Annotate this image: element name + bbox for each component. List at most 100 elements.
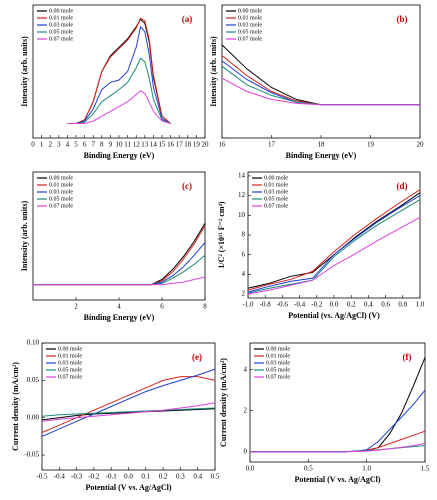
legend-label: 0.00 mole bbox=[49, 8, 73, 14]
legend-label: 0.05 mole bbox=[49, 196, 73, 202]
x-tick-label: 1.0 bbox=[416, 301, 425, 309]
x-tick-label: 10 bbox=[116, 141, 124, 149]
panel-label: (d) bbox=[397, 181, 408, 191]
y-tick-label: -0.05 bbox=[24, 451, 39, 459]
x-tick-label: 0.5 bbox=[304, 465, 313, 473]
y-tick-label: 10 bbox=[238, 211, 246, 219]
x-tick-label: 7 bbox=[91, 141, 95, 149]
x-tick-label: 19 bbox=[367, 141, 375, 149]
y-axis-label: Current density (mA/cm²) bbox=[11, 362, 20, 451]
y-tick-label: 6 bbox=[242, 250, 246, 258]
legend-label: 0.00 mole bbox=[264, 175, 288, 181]
y-axis-label: 1/C² (×10¹¹ F⁻² cm⁴) bbox=[217, 201, 226, 269]
legend-label: 0.03 mole bbox=[49, 189, 73, 195]
line-series bbox=[250, 389, 426, 453]
y-axis-label: Intensity (arb. units) bbox=[20, 200, 29, 271]
x-tick-label: 1.0 bbox=[362, 465, 371, 473]
legend-label: 0.00 mole bbox=[266, 346, 290, 352]
panel-label: (b) bbox=[397, 14, 408, 24]
y-tick-label: 8 bbox=[242, 231, 246, 239]
legend-label: 0.01 mole bbox=[49, 182, 73, 188]
x-tick-label: 3 bbox=[57, 141, 61, 149]
x-tick-label: 16 bbox=[219, 141, 227, 149]
line-series bbox=[67, 18, 171, 124]
panel-label: (a) bbox=[182, 14, 193, 24]
line-series bbox=[41, 407, 216, 417]
x-tick-label: 0.0 bbox=[330, 301, 339, 309]
y-tick-label: 0 bbox=[244, 447, 248, 455]
x-tick-label: 18 bbox=[184, 141, 192, 149]
x-tick-label: 20 bbox=[417, 141, 425, 149]
line-series bbox=[67, 57, 171, 124]
x-axis-label: Binding Energy (eV) bbox=[84, 151, 155, 160]
y-tick-label: 4 bbox=[244, 365, 248, 373]
legend-label: 0.07 mole bbox=[49, 203, 73, 209]
line-series bbox=[250, 445, 426, 453]
x-tick-label: 0.3 bbox=[176, 473, 185, 481]
y-axis-label: Current density (mA/cm²) bbox=[219, 358, 228, 447]
x-tick-label: 2 bbox=[48, 141, 52, 149]
legend-label: 0.00 mole bbox=[238, 8, 262, 14]
x-tick-label: -0.2 bbox=[311, 301, 323, 309]
line-series bbox=[67, 25, 171, 124]
line-series bbox=[41, 376, 216, 434]
line-series bbox=[221, 55, 420, 106]
x-tick-label: 0.5 bbox=[211, 473, 220, 481]
x-tick-label: 4 bbox=[117, 303, 121, 311]
x-tick-label: 18 bbox=[318, 141, 326, 149]
x-tick-label: 0.8 bbox=[398, 301, 407, 309]
x-tick-label: -0.4 bbox=[54, 473, 66, 481]
legend-label: 0.01 mole bbox=[58, 353, 82, 359]
legend-label: 0.01 mole bbox=[49, 15, 73, 21]
x-tick-label: 0.0 bbox=[246, 465, 255, 473]
x-tick-label: 5 bbox=[74, 141, 78, 149]
line-series bbox=[33, 276, 206, 286]
legend-label: 0.07 mole bbox=[238, 36, 262, 42]
legend-label: 0.03 mole bbox=[58, 360, 82, 366]
line-series bbox=[247, 216, 421, 295]
legend-label: 0.05 mole bbox=[49, 29, 73, 35]
x-tick-label: 6 bbox=[83, 141, 87, 149]
legend-label: 0.03 mole bbox=[238, 22, 262, 28]
y-tick-label: 0.05 bbox=[27, 376, 40, 384]
x-tick-label: 6 bbox=[160, 303, 164, 311]
x-tick-label: 0.4 bbox=[364, 301, 373, 309]
x-tick-label: 0.4 bbox=[193, 473, 202, 481]
line-series bbox=[41, 368, 216, 437]
line-series bbox=[67, 90, 171, 124]
y-axis-label: Intensity (arb. units) bbox=[20, 36, 29, 107]
x-tick-label: 0.2 bbox=[159, 473, 168, 481]
legend-label: 0.05 mole bbox=[266, 367, 290, 373]
x-tick-label: -0.4 bbox=[294, 301, 306, 309]
x-tick-label: 12 bbox=[133, 141, 141, 149]
legend-label: 0.03 mole bbox=[264, 189, 288, 195]
x-tick-label: 2 bbox=[74, 303, 78, 311]
legend-label: 0.03 mole bbox=[266, 360, 290, 366]
line-series bbox=[221, 77, 420, 106]
x-tick-label: -0.3 bbox=[71, 473, 83, 481]
line-series bbox=[41, 402, 216, 422]
line-series bbox=[250, 443, 426, 453]
y-axis-label: Intensity (arb. units) bbox=[209, 36, 218, 107]
line-series bbox=[41, 408, 216, 421]
x-tick-label: 4 bbox=[66, 141, 70, 149]
x-tick-label: -0.2 bbox=[88, 473, 100, 481]
panel-label: (e) bbox=[192, 352, 202, 362]
x-axis-label: Potential (V vs. Ag/AgCl) bbox=[294, 475, 380, 484]
x-tick-label: 20 bbox=[202, 141, 210, 149]
x-tick-label: 16 bbox=[167, 141, 175, 149]
x-tick-label: 11 bbox=[124, 141, 131, 149]
legend-label: 0.05 mole bbox=[264, 196, 288, 202]
x-tick-label: 14 bbox=[150, 141, 158, 149]
x-tick-label: 17 bbox=[268, 141, 276, 149]
x-axis-label: Potential (V vs. Ag/AgCl) bbox=[85, 483, 171, 492]
legend-label: 0.01 mole bbox=[238, 15, 262, 21]
panel-label: (f) bbox=[403, 352, 412, 362]
panel-label: (c) bbox=[182, 181, 192, 191]
line-series bbox=[221, 44, 420, 106]
x-tick-label: -0.6 bbox=[277, 301, 289, 309]
plot-frame bbox=[249, 342, 426, 463]
legend-label: 0.01 mole bbox=[266, 353, 290, 359]
y-tick-label: 4 bbox=[242, 270, 246, 278]
legend-label: 0.00 mole bbox=[58, 346, 82, 352]
